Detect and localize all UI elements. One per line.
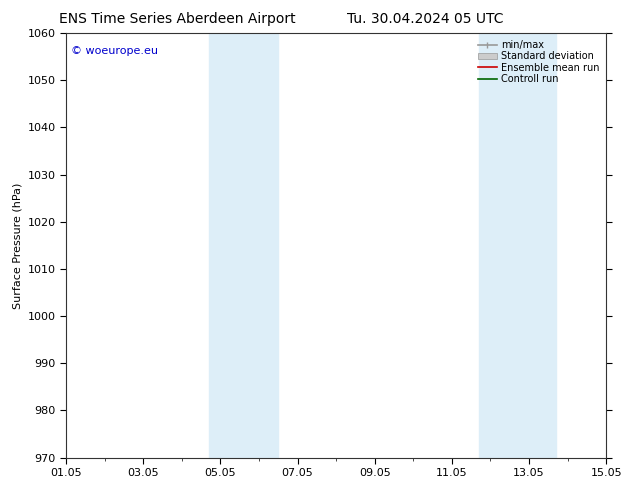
Bar — [479, 33, 556, 458]
Text: Tu. 30.04.2024 05 UTC: Tu. 30.04.2024 05 UTC — [347, 12, 503, 26]
Legend: min/max, Standard deviation, Ensemble mean run, Controll run: min/max, Standard deviation, Ensemble me… — [476, 38, 601, 86]
Text: © woeurope.eu: © woeurope.eu — [72, 46, 158, 56]
Bar — [209, 33, 278, 458]
Text: ENS Time Series Aberdeen Airport: ENS Time Series Aberdeen Airport — [59, 12, 296, 26]
Y-axis label: Surface Pressure (hPa): Surface Pressure (hPa) — [12, 182, 22, 309]
